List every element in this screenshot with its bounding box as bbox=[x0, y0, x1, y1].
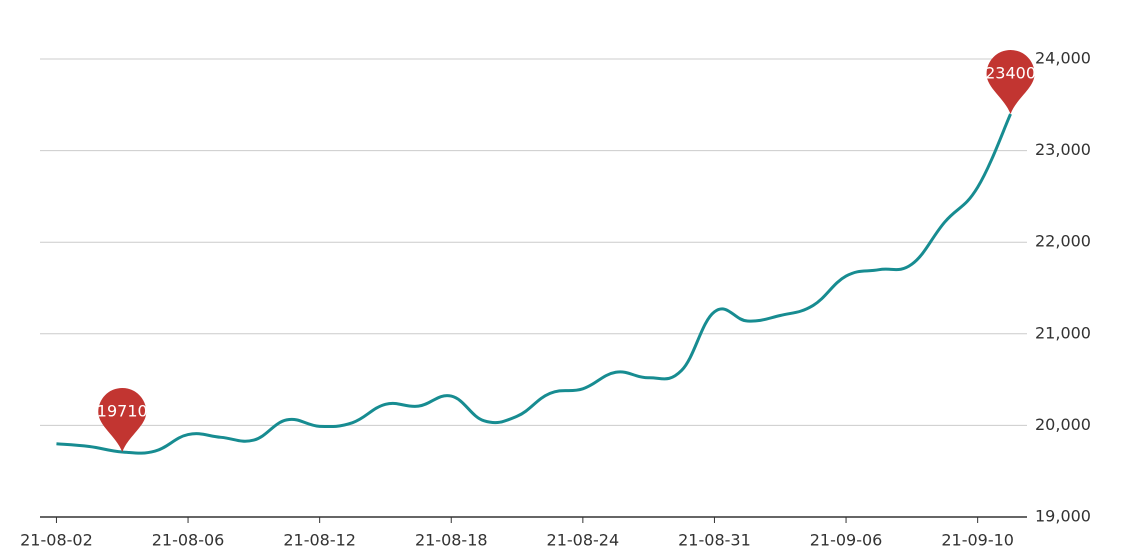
mark-pin-label: 23400 bbox=[985, 63, 1036, 82]
x-tick-label: 21-08-18 bbox=[415, 531, 488, 550]
x-tick-label: 21-08-02 bbox=[20, 531, 93, 550]
x-tick-label: 21-09-10 bbox=[941, 531, 1014, 550]
x-tick-label: 21-08-31 bbox=[678, 531, 751, 550]
y-tick-label: 21,000 bbox=[1035, 323, 1091, 342]
x-tick-label: 21-08-24 bbox=[547, 531, 620, 550]
y-tick-label: 23,000 bbox=[1035, 140, 1091, 159]
mark-pin-label: 19710 bbox=[97, 401, 148, 420]
mark-pin bbox=[986, 49, 1035, 114]
mark-pin bbox=[98, 387, 147, 452]
x-tick-label: 21-08-12 bbox=[283, 531, 356, 550]
line-series bbox=[56, 113, 1012, 455]
x-tick-label: 21-08-06 bbox=[152, 531, 225, 550]
y-tick-label: 19,000 bbox=[1035, 507, 1091, 526]
y-tick-label: 22,000 bbox=[1035, 232, 1091, 251]
y-tick-label: 24,000 bbox=[1035, 49, 1091, 68]
y-tick-label: 20,000 bbox=[1035, 415, 1091, 434]
x-tick-label: 21-09-06 bbox=[810, 531, 883, 550]
